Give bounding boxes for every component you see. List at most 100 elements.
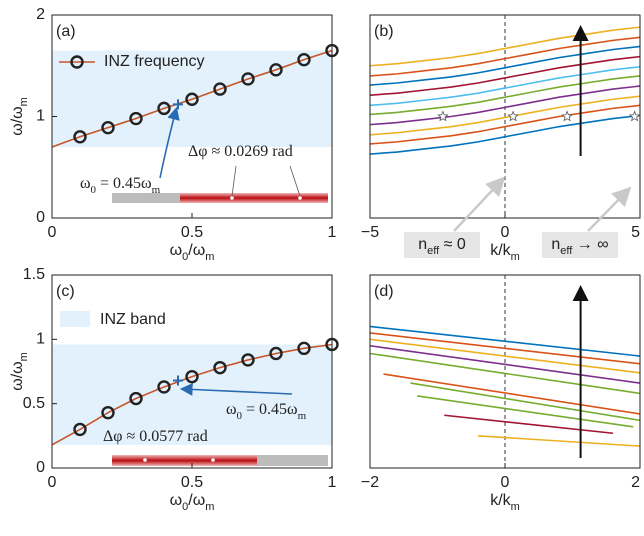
annotation-part: 0 [237,410,243,422]
series-line [369,352,641,395]
pointer-arrow [453,176,506,232]
data-point [213,82,227,96]
data-point [213,360,227,375]
data-point [129,391,143,406]
annotation-box [404,232,480,258]
y-tick-label: 2 [36,6,45,23]
series-line [417,395,634,428]
data-point [101,120,115,135]
annotation-part: Δφ ≈ 0.0577 rad [103,428,208,445]
series-line [369,95,641,136]
panel-label: (b) [374,23,394,40]
annotation: ω0 = 0.45ωm [226,401,307,422]
y-axis-label-part: ω/ω [9,106,26,135]
annotation-part: n [551,236,560,253]
annotation-box [542,232,618,258]
x-axis-label-part: ω [170,242,183,259]
y-axis-label: ω/ωm [9,352,30,391]
x-tick-label: 0 [501,224,510,241]
annotation-part: → ∞ [572,236,608,253]
data-point [269,63,283,77]
y-tick-label: 1.5 [23,266,45,283]
x-axis-label-part: m [205,251,214,263]
data-point [73,422,87,437]
y-tick-label: 0.5 [23,395,45,412]
x-axis-label-part: /ω [188,492,205,509]
annotation-part: = 0.45ω [242,401,298,418]
annotation-part: n [418,236,427,253]
pointer-arrow [587,186,632,232]
data-point [628,110,641,122]
series-line [369,26,641,67]
data-point [157,380,171,394]
series-line [369,104,641,145]
annotation-part: 0 [91,184,97,196]
y-axis-label: ω/ωm [9,97,30,136]
x-axis-label: ω0/ωm [170,242,215,263]
x-axis-label: k/km [490,242,520,263]
series-line [369,75,641,116]
x-axis-label-part: ω [170,492,183,509]
pointer-arrow [179,383,293,396]
series-line [51,49,333,148]
data-point [561,110,573,122]
legend-patch [60,311,90,327]
series-line [369,85,641,126]
series-line [444,414,614,435]
annotation-part: eff [427,245,440,257]
inset-dot [298,196,302,200]
annotation-part: ω [226,401,237,418]
annotation-part: Δφ ≈ 0.0269 rad [188,143,293,160]
series-line [369,325,641,357]
inset-dot [143,458,147,462]
data-point [73,130,87,144]
inset-dot [230,196,234,200]
y-tick-label: 1 [36,331,45,348]
data-point [297,52,311,67]
series-line [477,435,641,447]
x-tick-label: 0 [501,474,510,491]
series-line [369,338,641,374]
inset-dot [211,458,215,462]
pointer-arrow [159,106,180,179]
data-point [297,341,311,356]
pointer-line [231,165,237,197]
annotation-part: = 0.45ω [96,175,152,192]
annotation-part: m [152,184,161,196]
annotation-part: ≈ 0 [439,236,466,253]
legend-marker [70,55,84,69]
annotation: ω0 = 0.45ωm [80,175,161,196]
x-tick-label: 0 [48,474,57,491]
annotation-part: eff [560,245,573,257]
panel-label: (d) [374,283,394,300]
highlight-point [173,99,183,110]
x-tick-label: −5 [361,224,379,241]
x-tick-label: 0.5 [181,224,203,241]
data-point [185,92,199,106]
legend-label: INZ band [100,311,166,328]
data-point [101,405,115,420]
y-axis-label-part: m [18,97,30,106]
data-point [129,111,143,126]
x-tick-label: 0 [48,224,57,241]
annotation: Δφ ≈ 0.0577 rad [103,428,208,445]
data-point [269,346,283,361]
y-tick-label: 0 [36,209,45,226]
inset-strip-red [180,193,328,203]
x-tick-label: 0.5 [181,474,203,491]
y-tick-label: 0 [36,459,45,476]
inset-strip-red [112,455,257,466]
x-axis-label-part: /ω [188,242,205,259]
x-axis-label-part: m [205,501,214,513]
annotation: neff → ∞ [551,236,608,257]
series-line [410,382,641,422]
x-tick-label: 1 [328,224,337,241]
series-line [369,55,641,96]
series-line [383,373,641,415]
data-point [241,353,255,367]
x-tick-label: −2 [361,474,379,491]
panel-label: (a) [56,23,76,40]
x-axis-label: ω0/ωm [170,492,215,513]
